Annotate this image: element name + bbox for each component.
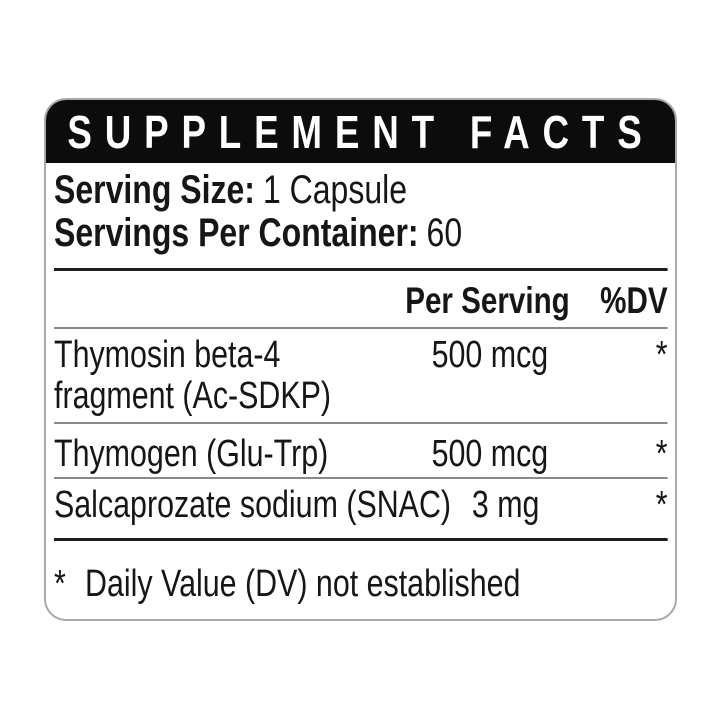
dv-column-header: %DV	[600, 280, 668, 321]
serving-size-label: Serving Size:	[54, 168, 255, 212]
panel-body: Serving Size: 1 Capsule Servings Per Cont…	[46, 169, 675, 605]
ingredient-amount: 500 mcg	[431, 433, 549, 475]
ingredient-amount: 3 mg	[471, 484, 540, 526]
servings-per-container-line: Servings Per Container: 60	[54, 212, 668, 255]
footnote-asterisk: *	[54, 563, 66, 605]
dv-asterisk: *	[655, 484, 668, 526]
section-rule-bottom	[54, 538, 668, 541]
servings-per-container-label: Servings Per Container:	[54, 211, 419, 255]
supplement-facts-panel: SUPPLEMENT FACTS Serving Size: 1 Capsule …	[44, 98, 677, 621]
section-rule-top	[54, 268, 668, 271]
serving-size-line: Serving Size: 1 Capsule	[54, 169, 668, 212]
ingredient-amount: 500 mcg	[431, 334, 549, 376]
servings-per-container-value: 60	[426, 211, 463, 255]
ingredient-row-thymogen: Thymogen (Glu-Trp) 500 mcg *	[54, 424, 668, 477]
ingredient-name: Thymosin beta-4 fragment (Ac-SDKP)	[54, 334, 332, 417]
ingredient-row-salcaprozate: Salcaprozate sodium (SNAC) 3 mg *	[54, 479, 668, 538]
row-separator	[54, 477, 668, 479]
row-separator	[54, 422, 668, 424]
per-serving-column-header: Per Serving	[405, 280, 570, 321]
panel-title: SUPPLEMENT FACTS	[66, 105, 655, 158]
ingredient-name: Thymogen (Glu-Trp)	[54, 433, 329, 475]
ingredient-row-thymosin: Thymosin beta-4 fragment (Ac-SDKP) 500 m…	[54, 329, 668, 422]
row-separator	[54, 327, 668, 329]
footnote: * Daily Value (DV) not established	[54, 541, 668, 605]
dv-asterisk: *	[655, 334, 668, 376]
title-bar: SUPPLEMENT FACTS	[46, 100, 675, 163]
dv-asterisk: *	[655, 433, 668, 475]
ingredient-name: Salcaprozate sodium (SNAC)	[54, 484, 452, 526]
serving-size-value: 1 Capsule	[262, 168, 408, 212]
footnote-text: Daily Value (DV) not established	[85, 563, 521, 605]
column-headers: Per Serving %DV	[54, 271, 668, 327]
